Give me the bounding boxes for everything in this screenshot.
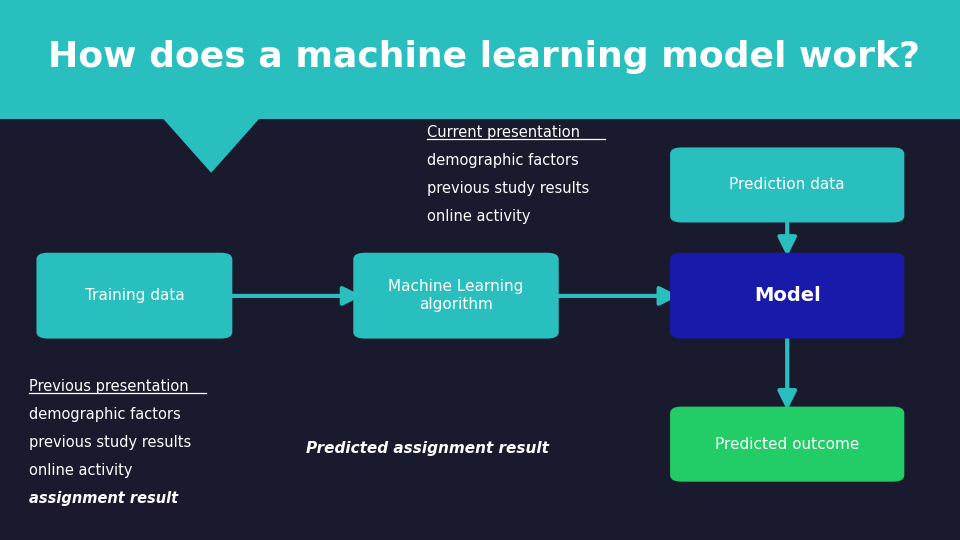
Text: Machine Learning
algorithm: Machine Learning algorithm	[388, 280, 524, 312]
Text: previous study results: previous study results	[29, 435, 191, 450]
FancyBboxPatch shape	[0, 0, 960, 119]
Text: Model: Model	[754, 286, 821, 305]
Text: previous study results: previous study results	[427, 181, 589, 196]
Text: demographic factors: demographic factors	[427, 153, 579, 168]
Text: Predicted assignment result: Predicted assignment result	[306, 441, 548, 456]
Text: online activity: online activity	[427, 209, 531, 224]
Text: How does a machine learning model work?: How does a machine learning model work?	[48, 40, 920, 73]
FancyBboxPatch shape	[36, 253, 232, 339]
Text: Predicted outcome: Predicted outcome	[715, 437, 859, 451]
FancyBboxPatch shape	[670, 253, 904, 339]
FancyBboxPatch shape	[353, 253, 559, 339]
Text: demographic factors: demographic factors	[29, 407, 180, 422]
FancyBboxPatch shape	[670, 147, 904, 222]
Text: Prediction data: Prediction data	[730, 178, 845, 192]
Polygon shape	[163, 119, 259, 173]
FancyBboxPatch shape	[670, 407, 904, 482]
Text: Training data: Training data	[84, 288, 184, 303]
Text: online activity: online activity	[29, 463, 132, 478]
Text: Current presentation: Current presentation	[427, 125, 580, 140]
Text: Previous presentation: Previous presentation	[29, 379, 188, 394]
Text: assignment result: assignment result	[29, 491, 178, 506]
